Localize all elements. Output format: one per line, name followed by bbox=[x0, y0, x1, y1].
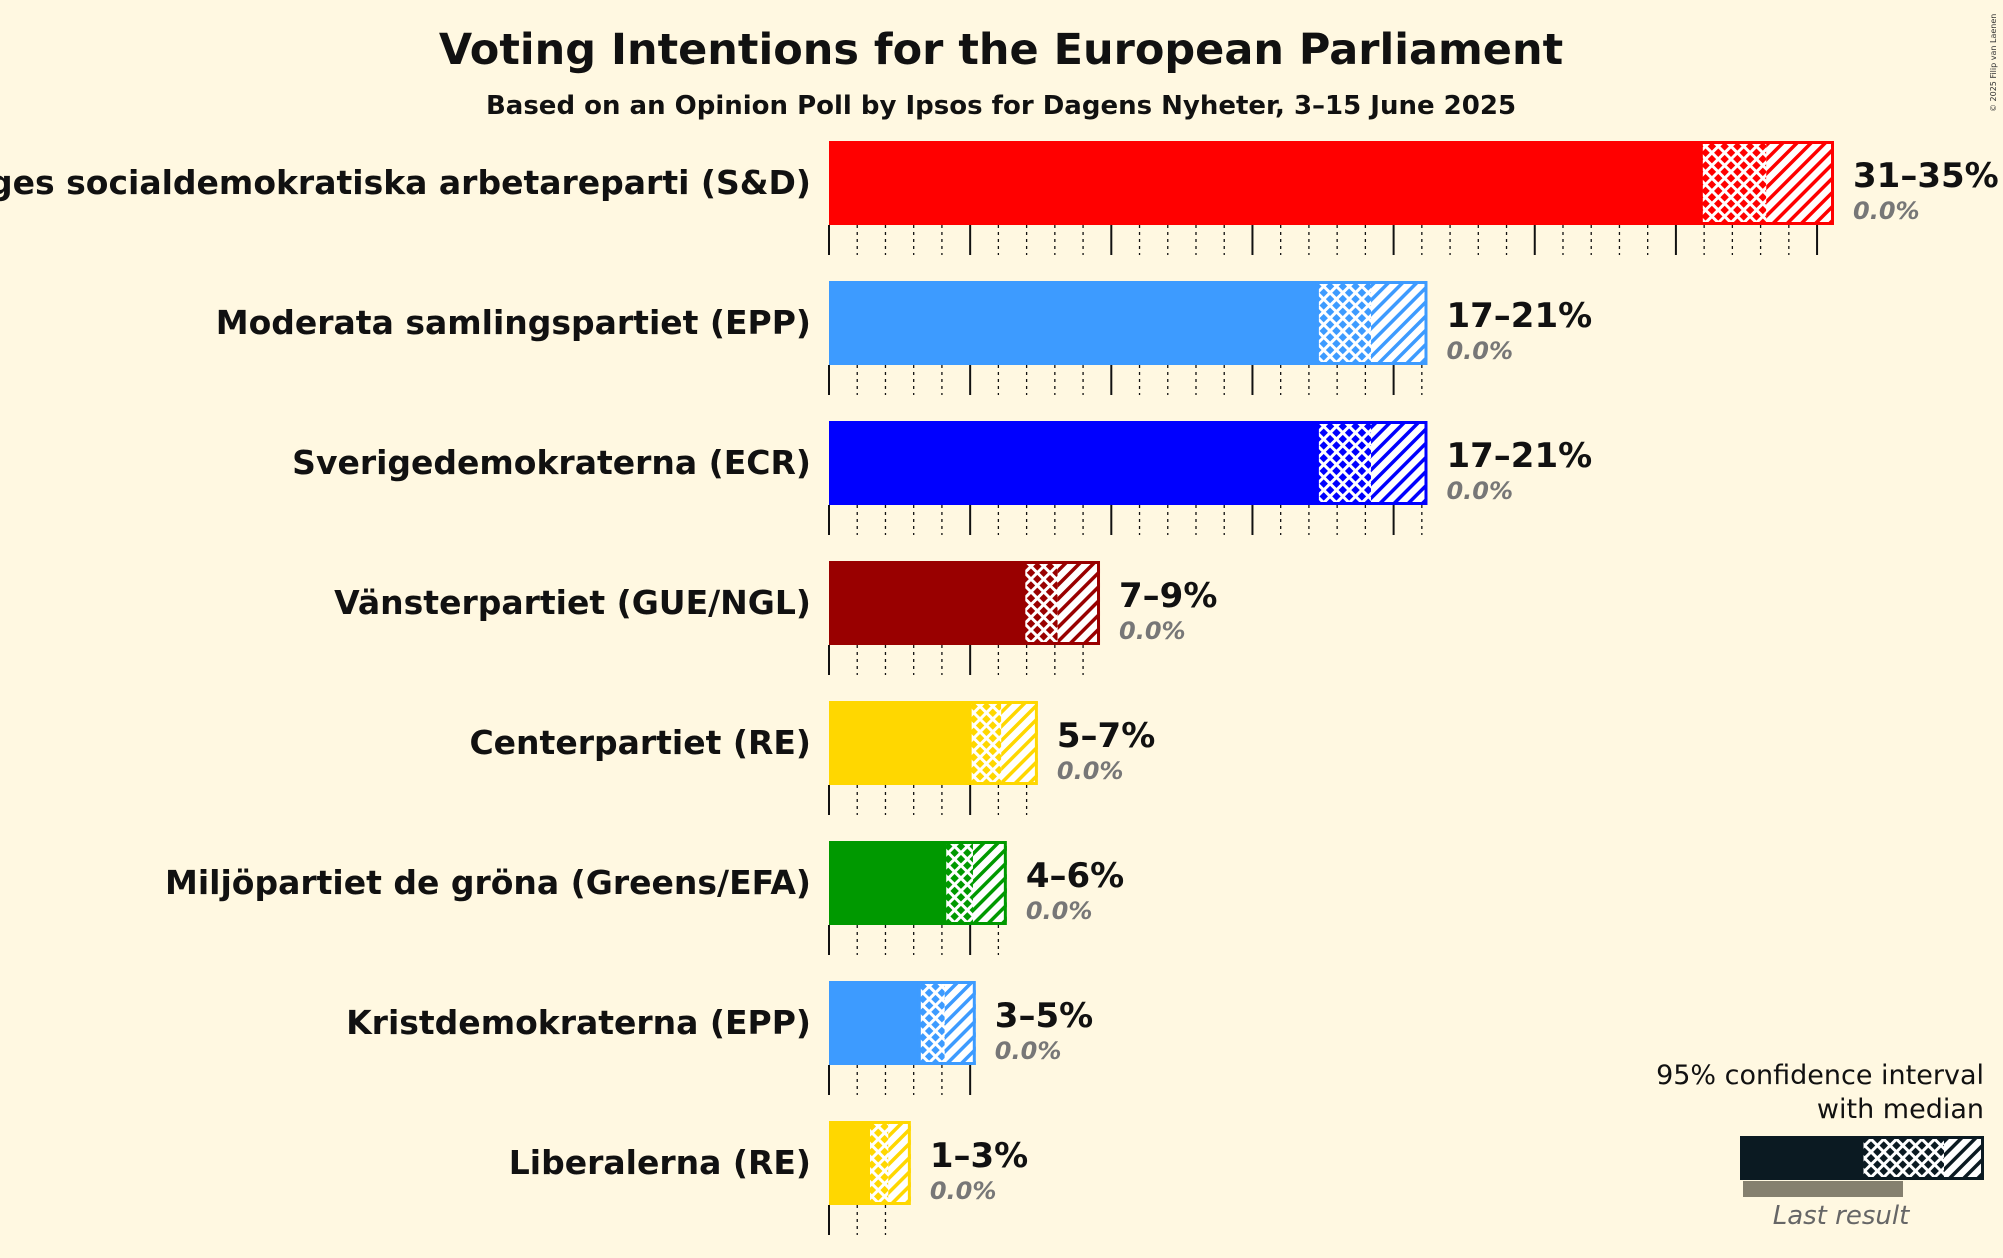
bar-ci-outline bbox=[1022, 561, 1101, 645]
range-label: 7–9% bbox=[1119, 576, 1217, 616]
legend-last-result: Last result bbox=[1773, 1201, 1910, 1231]
party-label: Vänsterpartiet (GUE/NGL) bbox=[334, 583, 811, 622]
bar-ci-upper bbox=[1371, 421, 1428, 505]
bar-solid bbox=[829, 1121, 869, 1205]
legend-swatch-diag bbox=[1944, 1136, 1984, 1180]
bar-ci-lower bbox=[1317, 421, 1372, 505]
range-label: 4–6% bbox=[1026, 856, 1124, 896]
bar-ci-upper bbox=[1766, 141, 1834, 225]
last-result-label: 0.0% bbox=[1057, 757, 1124, 785]
party-label: Kristdemokraterna (EPP) bbox=[346, 1003, 811, 1042]
party-label: Sveriges socialdemokratiska arbetarepart… bbox=[0, 163, 811, 202]
legend-swatch-cross bbox=[1862, 1136, 1944, 1180]
bar-ci-outline bbox=[1699, 141, 1834, 225]
party-row: Centerpartiet (RE) 5–7%0.0% bbox=[469, 701, 1155, 815]
bar-ci-lower bbox=[1701, 141, 1767, 225]
party-row: Sverigedemokraterna (ECR) 17–21%0.0% bbox=[292, 421, 1592, 535]
party-row: Sveriges socialdemokratiska arbetarepart… bbox=[0, 141, 1999, 255]
legend-swatch-solid bbox=[1740, 1136, 1862, 1180]
bar-solid bbox=[829, 421, 1318, 505]
party-row: Kristdemokraterna (EPP) 3–5%0.0% bbox=[346, 981, 1093, 1095]
party-label: Liberalerna (RE) bbox=[509, 1143, 811, 1182]
legend-line1: 95% confidence interval bbox=[1656, 1060, 1984, 1091]
bar-solid bbox=[829, 981, 920, 1065]
bar-solid bbox=[829, 281, 1318, 365]
bar-ci-lower bbox=[970, 701, 1002, 785]
bar-ci-outline bbox=[867, 1121, 911, 1205]
copyright-text: © 2025 Filip van Laenen bbox=[1989, 14, 1998, 112]
bar-solid bbox=[829, 701, 971, 785]
party-label: Centerpartiet (RE) bbox=[469, 723, 811, 762]
bar-ci-lower bbox=[868, 1121, 889, 1205]
bar-ci-upper bbox=[1001, 701, 1038, 785]
bar-ci-lower bbox=[919, 981, 945, 1065]
bar-ci-outline bbox=[917, 981, 976, 1065]
last-result-label: 0.0% bbox=[995, 1037, 1062, 1065]
bar-ci-outline bbox=[1315, 281, 1428, 365]
bar-ci-upper bbox=[1057, 561, 1101, 645]
party-row: Moderata samlingspartiet (EPP) 17–21%0.0% bbox=[216, 281, 1592, 395]
bar-ci-outline bbox=[968, 701, 1038, 785]
last-result-label: 0.0% bbox=[1446, 337, 1513, 365]
bar-ci-outline bbox=[943, 841, 1007, 925]
bar-solid bbox=[829, 841, 945, 925]
bar-ci-upper bbox=[1371, 281, 1428, 365]
legend-last-result-bar bbox=[1743, 1181, 1903, 1197]
party-label: Sverigedemokraterna (ECR) bbox=[292, 443, 811, 482]
range-label: 3–5% bbox=[995, 996, 1093, 1036]
bar-solid bbox=[829, 141, 1702, 225]
bar-solid bbox=[829, 561, 1024, 645]
party-row: Vänsterpartiet (GUE/NGL) 7–9%0.0% bbox=[334, 561, 1217, 675]
bar-ci-upper bbox=[972, 841, 1007, 925]
range-label: 17–21% bbox=[1446, 296, 1592, 336]
bars-layer: Sveriges socialdemokratiska arbetarepart… bbox=[0, 141, 1999, 1235]
party-row: Miljöpartiet de gröna (Greens/EFA) 4–6%0.… bbox=[165, 841, 1124, 955]
party-label: Moderata samlingspartiet (EPP) bbox=[216, 303, 811, 342]
party-label: Miljöpartiet de gröna (Greens/EFA) bbox=[165, 863, 811, 902]
bar-ci-upper bbox=[944, 981, 976, 1065]
range-label: 31–35% bbox=[1853, 156, 1999, 196]
bar-ci-outline bbox=[1315, 421, 1428, 505]
range-label: 5–7% bbox=[1057, 716, 1155, 756]
last-result-label: 0.0% bbox=[930, 1177, 997, 1205]
legend: 95% confidence interval with median Last… bbox=[1656, 1060, 1984, 1231]
bar-ci-lower bbox=[1023, 561, 1058, 645]
party-row: Liberalerna (RE) 1–3%0.0% bbox=[509, 1121, 1028, 1235]
chart-subtitle: Based on an Opinion Poll by Ipsos for Da… bbox=[486, 91, 1516, 121]
legend-swatch-outline bbox=[1860, 1136, 1984, 1180]
chart-title: Voting Intentions for the European Parli… bbox=[439, 25, 1563, 75]
range-label: 17–21% bbox=[1446, 436, 1592, 476]
last-result-label: 0.0% bbox=[1853, 197, 1920, 225]
last-result-label: 0.0% bbox=[1119, 617, 1186, 645]
bar-ci-lower bbox=[1317, 281, 1372, 365]
bar-ci-upper bbox=[888, 1121, 911, 1205]
last-result-label: 0.0% bbox=[1446, 477, 1513, 505]
legend-line2: with median bbox=[1817, 1094, 1984, 1125]
last-result-label: 0.0% bbox=[1026, 897, 1093, 925]
bar-ci-lower bbox=[944, 841, 973, 925]
range-label: 1–3% bbox=[930, 1136, 1028, 1176]
